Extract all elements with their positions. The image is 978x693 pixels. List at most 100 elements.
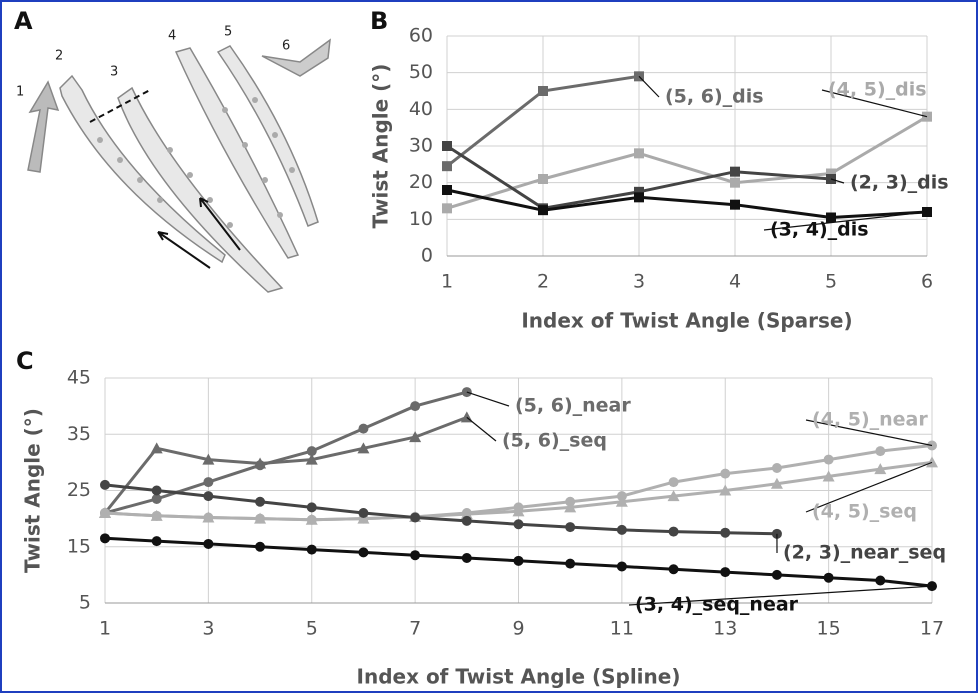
- y-tick-label: 40: [409, 98, 433, 120]
- x-tick-label: 15: [817, 618, 841, 640]
- y-tick-label: 35: [67, 423, 91, 445]
- marker: [823, 572, 834, 583]
- marker: [442, 185, 452, 195]
- rib-number: 5: [224, 25, 232, 40]
- marker: [305, 453, 318, 465]
- rib-number: 4: [168, 29, 176, 44]
- series-line: [104, 483, 777, 536]
- marker: [254, 512, 267, 524]
- marker: [538, 205, 548, 216]
- series-label: (3, 4)_seq_near: [635, 594, 799, 616]
- marker: [357, 512, 370, 524]
- marker: [564, 501, 577, 513]
- marker: [720, 468, 731, 479]
- marker: [875, 575, 886, 586]
- marker: [358, 423, 369, 434]
- marker: [668, 526, 679, 537]
- marker: [100, 479, 110, 490]
- marker: [461, 515, 472, 526]
- series-label: (5, 6)_near: [515, 395, 631, 417]
- series-line: [446, 188, 928, 220]
- y-tick-label: 5: [79, 592, 91, 614]
- x-axis-title: Index of Twist Angle (Sparse): [521, 309, 852, 333]
- x-tick-label: 13: [713, 618, 737, 640]
- marker: [202, 511, 215, 523]
- marker: [410, 512, 421, 523]
- marker: [719, 484, 732, 496]
- marker: [358, 508, 369, 518]
- x-tick-label: 17: [920, 618, 944, 640]
- y-tick-label: 60: [409, 25, 433, 47]
- marker: [826, 212, 836, 223]
- marker: [771, 463, 782, 473]
- x-tick-label: 2: [537, 271, 549, 293]
- leader-line: [638, 75, 660, 98]
- marker: [720, 527, 731, 538]
- series-line: [103, 415, 468, 514]
- marker: [357, 442, 370, 454]
- marker: [255, 496, 266, 507]
- marker: [634, 186, 644, 197]
- x-tick-label: 7: [409, 618, 421, 640]
- marker: [306, 502, 317, 513]
- marker: [720, 567, 731, 578]
- y-tick-label: 25: [67, 479, 91, 501]
- marker: [306, 446, 317, 457]
- marker: [615, 495, 628, 507]
- marker: [410, 401, 421, 412]
- marker: [771, 569, 782, 580]
- panel-label: C: [16, 347, 34, 375]
- marker: [203, 491, 214, 502]
- marker: [874, 463, 887, 475]
- leader-line: [805, 461, 933, 513]
- marker: [255, 541, 266, 552]
- marker: [150, 442, 163, 454]
- marker: [442, 141, 452, 151]
- marker: [358, 547, 369, 558]
- series-label: (2, 3)_dis: [850, 172, 949, 194]
- marker: [512, 505, 525, 517]
- marker: [306, 544, 317, 555]
- marker: [305, 513, 318, 525]
- series-line: [104, 390, 468, 515]
- marker: [565, 522, 576, 533]
- marker: [730, 199, 740, 210]
- marker: [442, 161, 452, 172]
- y-tick-label: 15: [67, 535, 91, 557]
- marker: [409, 431, 422, 443]
- marker: [634, 148, 644, 159]
- x-tick-label: 4: [729, 271, 741, 293]
- leader-line: [466, 416, 497, 442]
- series-label: (4, 5)_seq: [812, 501, 917, 523]
- marker: [668, 477, 679, 488]
- marker: [442, 203, 452, 214]
- series-label: (5, 6)_dis: [665, 86, 764, 108]
- marker: [926, 456, 938, 468]
- x-tick-label: 1: [99, 618, 111, 640]
- y-tick-label: 30: [409, 135, 433, 157]
- series-label: (5, 6)_seq: [502, 430, 607, 452]
- marker: [460, 508, 473, 520]
- rib-number: 3: [110, 65, 118, 80]
- x-axis-title: Index of Twist Angle (Spline): [357, 665, 681, 689]
- marker: [826, 168, 836, 179]
- series-line: [446, 115, 928, 210]
- rib-number: 2: [55, 49, 63, 64]
- y-axis-title: Twist Angle (°): [369, 64, 393, 229]
- y-tick-label: 45: [67, 367, 91, 389]
- marker: [151, 485, 162, 496]
- marker: [730, 166, 740, 177]
- leader-line: [466, 391, 510, 407]
- marker: [202, 453, 215, 465]
- panel-label: B: [370, 7, 388, 35]
- marker: [875, 446, 886, 457]
- rib-illustration: [27, 38, 331, 293]
- marker: [151, 493, 162, 504]
- leader-line: [628, 585, 933, 606]
- marker: [254, 457, 267, 469]
- marker: [513, 555, 524, 566]
- marker: [616, 561, 627, 572]
- rib-number: 1: [16, 85, 24, 100]
- marker: [461, 553, 472, 563]
